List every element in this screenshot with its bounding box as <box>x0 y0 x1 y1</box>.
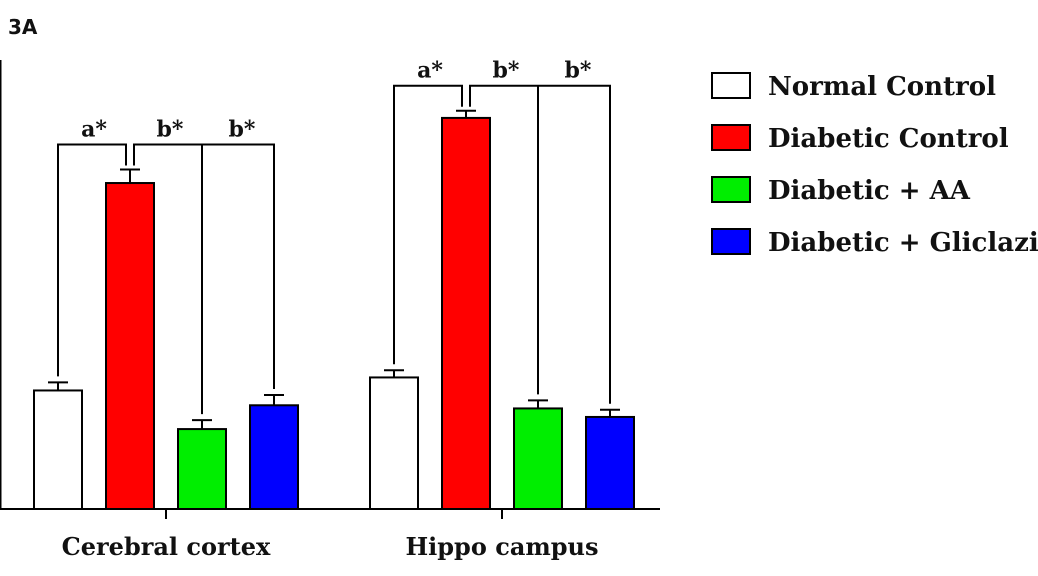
legend-swatch-0 <box>711 72 751 99</box>
bar-1-3 <box>585 415 635 510</box>
significance-label-1-0: a* <box>417 58 443 84</box>
bar-0-0 <box>33 389 83 510</box>
category-labels: Cerebral cortex Hippo campus <box>62 509 599 561</box>
significance-label-1-1: b* <box>493 58 520 84</box>
legend: Normal Control Diabetic Control Diabetic +… <box>711 72 1038 258</box>
legend-label-2: Diabetic + AA <box>768 176 971 206</box>
bar-0-1 <box>105 182 155 510</box>
significance-label-1-2: b* <box>565 58 592 84</box>
bracket-b-1 <box>469 84 611 404</box>
legend-label-0: Normal Control <box>768 72 996 102</box>
legend-swatch-3 <box>711 228 751 255</box>
bar-0-3 <box>249 404 299 511</box>
significance-layer: a* b* b* a* b* b* <box>57 58 611 415</box>
bar-0-2 <box>177 428 227 510</box>
bracket-b-0 <box>133 143 275 389</box>
significance-label-0-2: b* <box>229 117 256 143</box>
error-bars-layer <box>48 109 620 430</box>
legend-swatch-2 <box>711 176 751 203</box>
panel-label: 3A <box>8 15 38 39</box>
bars-layer <box>33 116 635 511</box>
bracket-a-1 <box>393 84 463 365</box>
legend-label-3: Diabetic + Gliclazide <box>768 228 1038 258</box>
legend-swatch-1 <box>711 124 751 151</box>
bar-1-1 <box>441 116 491 511</box>
significance-label-0-0: a* <box>81 117 107 143</box>
bracket-a-0 <box>57 143 127 377</box>
legend-label-1: Diabetic Control <box>768 124 1009 154</box>
category-label-0: Cerebral cortex <box>62 532 271 561</box>
significance-label-0-1: b* <box>157 117 184 143</box>
bar-1-0 <box>369 376 419 510</box>
bar-1-2 <box>513 407 563 511</box>
category-label-1: Hippo campus <box>405 532 598 561</box>
